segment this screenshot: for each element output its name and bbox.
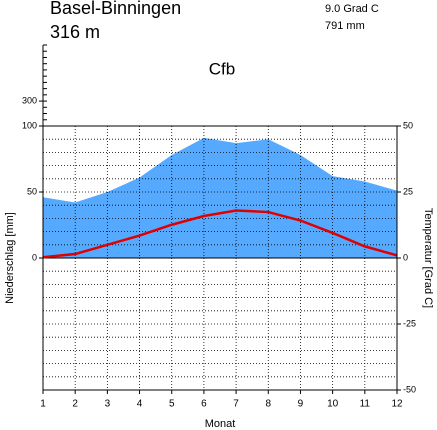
y-tick-label: 100 (22, 120, 37, 130)
chart-subtitle: 316 m (50, 22, 100, 42)
temperature-line (42, 209, 398, 259)
chart-title: Basel-Binningen (50, 0, 181, 18)
x-tick-label: 5 (169, 399, 175, 410)
x-tick-label: 8 (265, 399, 271, 410)
y2-tick-label: -50 (403, 384, 416, 394)
x-tick-label: 1 (40, 399, 46, 410)
y2-tick-label: 50 (403, 120, 413, 130)
precipitation-area (43, 137, 397, 258)
x-tick-label: 7 (233, 399, 239, 410)
y2-tick-label: 0 (403, 252, 408, 262)
x-tick-label: 3 (105, 399, 111, 410)
annotation: 9.0 Grad C (325, 3, 379, 15)
y-tick-label: 0 (32, 252, 37, 262)
annotation: 791 mm (325, 20, 365, 32)
x-tick-label: 2 (72, 399, 78, 410)
x-tick-label: 12 (391, 399, 403, 410)
annotation: Cfb (209, 59, 235, 78)
y2-axis-label: Temperatur [Grad C] (422, 208, 434, 308)
y-tick-label: 50 (27, 186, 37, 196)
upper-tick-label: 300 (22, 95, 37, 105)
x-tick-label: 6 (201, 399, 207, 410)
y2-tick-label: -25 (403, 318, 416, 328)
x-axis-label: Monat (205, 418, 236, 430)
y2-tick-label: 25 (403, 186, 413, 196)
x-tick-label: 4 (137, 399, 143, 410)
x-tick-label: 10 (327, 399, 339, 410)
x-tick-label: 11 (360, 399, 371, 410)
x-tick-label: 9 (298, 399, 304, 410)
y-axis-label: Niederschlag [mm] (4, 212, 16, 304)
